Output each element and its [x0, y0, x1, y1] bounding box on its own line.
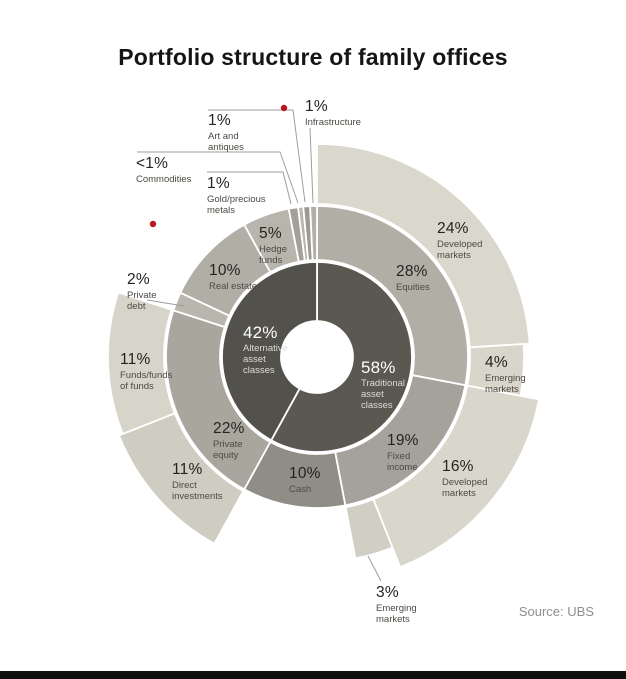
label-fixed-income-developed-markets-name: Developed markets: [442, 477, 488, 499]
segment-traditional: [270, 261, 413, 453]
label-gold-precious-metals-pct: 1%: [207, 175, 230, 192]
label-cash-name: Cash: [289, 484, 312, 495]
label-cash: 10% Cash: [289, 465, 321, 495]
label-hedge-funds-name: Hedge funds: [259, 244, 287, 266]
label-traditional-pct: 58%: [361, 358, 396, 377]
leader-line-commodities: [137, 151, 299, 204]
label-fixed-income-name: Fixed income: [387, 451, 418, 473]
label-private-equity: 22% Private equity: [213, 420, 245, 461]
label-fixed-income-pct: 19%: [387, 432, 419, 449]
label-infrastructure-name: Infrastructure: [305, 117, 361, 128]
label-equities-name: Equities: [396, 282, 430, 293]
segment-alternative: [221, 261, 318, 442]
segment-direct-investments: [118, 412, 245, 545]
label-commodities-name: Commodities: [136, 174, 192, 185]
label-traditional: 58% Traditional asset classes: [361, 359, 405, 411]
label-private-equity-name: Private equity: [213, 439, 243, 461]
label-fixed-income: 19% Fixed income: [387, 432, 419, 473]
label-direct-investments-name: Direct investments: [172, 480, 223, 502]
label-direct-investments: 11% Direct investments: [172, 461, 223, 502]
label-cash-pct: 10%: [289, 465, 321, 482]
label-equities: 28% Equities: [396, 263, 430, 293]
label-hedge-funds: 5% Hedge funds: [259, 225, 287, 266]
label-private-debt: 2% Private debt: [127, 271, 157, 312]
leader-line-fixed-income-emerging-markets: [367, 555, 382, 582]
label-infrastructure-pct: 1%: [305, 98, 328, 115]
label-equities-developed-markets-name: Developed markets: [437, 239, 483, 261]
leader-line-art-and-antiques: [208, 109, 306, 203]
label-art-and-antiques-pct: 1%: [208, 112, 231, 129]
label-funds-of-funds-pct: 11%: [120, 351, 151, 368]
label-equities-developed-markets-pct: 24%: [437, 220, 469, 237]
segment-equities: [316, 205, 469, 387]
label-alternative-pct: 42%: [243, 323, 278, 342]
red-annotation-dot-1: [280, 104, 288, 112]
label-private-debt-pct: 2%: [127, 271, 150, 288]
leader-line-private-debt: [146, 299, 185, 307]
label-fixed-income-emerging-markets-pct: 3%: [376, 584, 399, 601]
label-private-equity-pct: 22%: [213, 420, 245, 437]
label-art-and-antiques: 1% Art and antiques: [208, 112, 244, 153]
label-infrastructure: 1% Infrastructure: [305, 98, 361, 128]
label-private-debt-name: Private debt: [127, 290, 157, 312]
label-fixed-income-emerging-markets: 3% Emerging markets: [376, 584, 417, 625]
source-caption: Source: UBS: [518, 604, 594, 619]
label-art-and-antiques-name: Art and antiques: [208, 131, 244, 153]
label-alternative-name: Alternative asset classes: [243, 343, 288, 376]
label-equities-emerging-markets-name: Emerging markets: [485, 373, 526, 395]
label-commodities-pct: <1%: [136, 155, 169, 172]
segment-fixed-income-emerging-markets: [344, 498, 394, 560]
segment-fixed-income-developed-markets: [372, 384, 540, 569]
red-annotation-dot-2: [149, 220, 157, 228]
segment-infrastructure: [309, 205, 318, 261]
label-direct-investments-pct: 11%: [172, 461, 203, 478]
label-hedge-funds-pct: 5%: [259, 225, 282, 242]
leader-line-gold-precious-metals: [207, 171, 292, 205]
page-title: Portfolio structure of family offices: [118, 44, 508, 70]
segment-funds-of-funds: [107, 291, 176, 435]
label-traditional-name: Traditional asset classes: [361, 378, 406, 411]
label-real-estate: 10% Real estate: [209, 262, 257, 292]
bottom-black-bar: [0, 671, 626, 679]
label-gold-precious-metals: 1% Gold/precious metals: [207, 175, 266, 216]
label-funds-of-funds-name: Funds/funds of funds: [120, 370, 173, 392]
label-equities-pct: 28%: [396, 263, 428, 280]
label-equities-emerging-markets: 4% Emerging markets: [485, 354, 526, 395]
label-alternative: 42% Alternative asset classes: [243, 324, 288, 376]
leader-line-infrastructure: [309, 127, 314, 204]
label-fixed-income-developed-markets: 16% Developed markets: [442, 458, 487, 499]
label-funds-of-funds: 11% Funds/funds of funds: [120, 351, 172, 392]
segment-equities-developed-markets: [316, 143, 531, 349]
label-equities-emerging-markets-pct: 4%: [485, 354, 508, 371]
label-fixed-income-developed-markets-pct: 16%: [442, 458, 474, 475]
label-fixed-income-emerging-markets-name: Emerging markets: [376, 603, 417, 625]
label-commodities: <1% Commodities: [136, 155, 191, 185]
label-equities-developed-markets: 24% Developed markets: [437, 220, 482, 261]
label-real-estate-name: Real estate: [209, 281, 258, 292]
label-real-estate-pct: 10%: [209, 262, 241, 279]
label-gold-precious-metals-name: Gold/precious metals: [207, 194, 266, 216]
